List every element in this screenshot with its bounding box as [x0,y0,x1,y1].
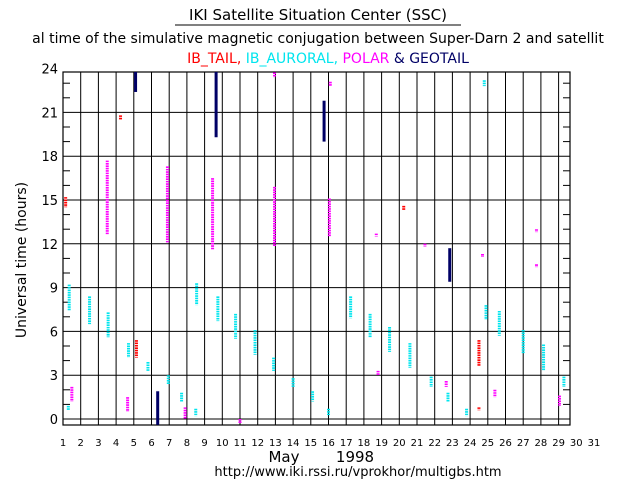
plot-grid [62,71,571,426]
x-tick-label: 22 [428,438,441,449]
x-tick-label: 24 [464,438,477,449]
x-tick-label: 3 [95,438,101,449]
x-tick-label: 5 [131,438,137,449]
y-tick-label: 12 [41,238,58,253]
chart-subtitle: al time of the simulative magnetic conju… [32,31,604,47]
plot-frame [62,71,571,426]
x-tick-label: 20 [393,438,406,449]
y-tick-label: 18 [41,150,58,165]
y-tick-label: 21 [41,106,58,121]
x-tick-label: 19 [375,438,388,449]
x-tick-label: 23 [446,438,459,449]
x-axis-year: 1998 [336,448,374,466]
x-tick-label: 13 [269,438,282,449]
legend-item: POLAR [342,51,389,67]
x-tick-label: 27 [517,438,530,449]
x-tick-label: 26 [499,438,512,449]
y-tick-labels: 0 3 6 9 12 15 18 21 24 [41,63,58,428]
x-axis-month: May [268,448,299,466]
data-marks [64,72,566,425]
x-tick-label: 1 [60,438,66,449]
x-tick-label: 16 [322,438,335,449]
x-tick-labels: 1 2 3 4 5 6 7 8 9 10 11 12 13 14 15 16 17 18 19 20 21 22 23 24 2… [60,438,601,449]
x-tick-label: 4 [113,438,119,449]
legend-item: IB_AURORAL [246,51,334,67]
x-tick-label: 28 [535,438,548,449]
x-tick-label: 21 [411,438,424,449]
y-tick-label: 9 [50,282,58,297]
y-tick-label: 0 [50,413,58,428]
chart-legend: IB_TAIL, IB_AURORAL, POLAR & GEOTAIL [187,51,469,67]
x-tick-label: 18 [358,438,371,449]
legend-separator: & [389,51,409,67]
x-tick-label: 30 [570,438,583,449]
x-tick-label: 7 [166,438,172,449]
x-tick-label: 8 [184,438,190,449]
y-tick-label: 3 [50,369,58,384]
x-tick-label: 15 [304,438,317,449]
x-tick-label: 10 [216,438,229,449]
x-tick-label: 2 [78,438,84,449]
x-tick-label: 17 [340,438,353,449]
legend-item: IB_TAIL [187,51,237,67]
chart-title: IKI Satellite Situation Center (SSC) [189,6,447,24]
footer-url: http://www.iki.rssi.ru/vprokhor/multigbs… [214,465,501,480]
y-tick-label: 15 [41,194,58,209]
legend-item: GEOTAIL [409,51,469,67]
x-tick-label: 31 [588,438,601,449]
x-tick-label: 11 [234,438,247,449]
x-tick-label: 12 [251,438,264,449]
legend-separator: , [334,51,343,67]
x-tick-label: 25 [481,438,494,449]
x-tick-label: 9 [201,438,207,449]
x-tick-label: 14 [287,438,300,449]
x-tick-label: 29 [552,438,565,449]
y-axis-label: Universal time (hours) [14,182,30,338]
x-tick-label: 6 [148,438,154,449]
y-tick-label: 24 [41,63,58,78]
y-tick-label: 6 [50,325,58,340]
legend-separator: , [237,51,246,67]
